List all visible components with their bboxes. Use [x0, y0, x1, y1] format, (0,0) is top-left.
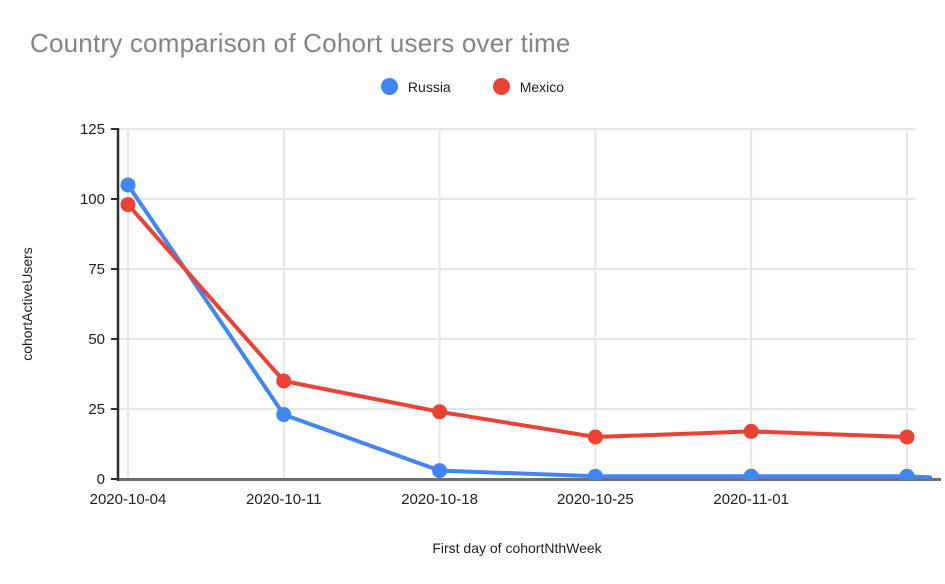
russia-series-swatch [380, 78, 398, 95]
mexico-point [120, 197, 136, 213]
russia-point [276, 407, 292, 423]
legend-label-mexico: Mexico [519, 78, 565, 95]
x-axis-title: First day of cohortNthWeek [432, 540, 602, 556]
mexico-point [587, 429, 603, 445]
russia-point [587, 468, 603, 480]
y-tick-label: 75 [88, 261, 105, 278]
x-tick-label: 2020-10-04 [90, 491, 167, 508]
y-tick-label: 50 [88, 331, 105, 348]
chart-legend: Russia Mexico [0, 78, 945, 95]
mexico-point [432, 404, 448, 420]
russia-point [743, 468, 759, 480]
mexico-point [276, 373, 292, 389]
x-tick-label: 2020-10-18 [401, 491, 478, 508]
mexico-series-swatch [492, 78, 510, 95]
legend-item-russia: Russia [380, 78, 451, 95]
x-tick-label: 2020-10-11 [246, 491, 322, 508]
legend-item-mexico: Mexico [492, 78, 565, 95]
russia-point [120, 177, 136, 193]
mexico-point [743, 423, 759, 439]
x-tick-label: 2020-11-01 [713, 491, 789, 508]
x-tick-label: 2020-10-25 [557, 491, 634, 508]
russia-point [432, 463, 448, 479]
y-tick-label: 125 [80, 121, 105, 138]
legend-label-russia: Russia [407, 78, 451, 95]
y-tick-label: 25 [88, 401, 105, 418]
mexico-point [899, 429, 915, 445]
y-tick-label: 0 [97, 471, 105, 488]
y-tick-label: 100 [80, 191, 105, 208]
russia-point [899, 468, 915, 480]
chart-title: Country comparison of Cohort users over … [30, 28, 571, 58]
mexico-line [126, 202, 909, 439]
